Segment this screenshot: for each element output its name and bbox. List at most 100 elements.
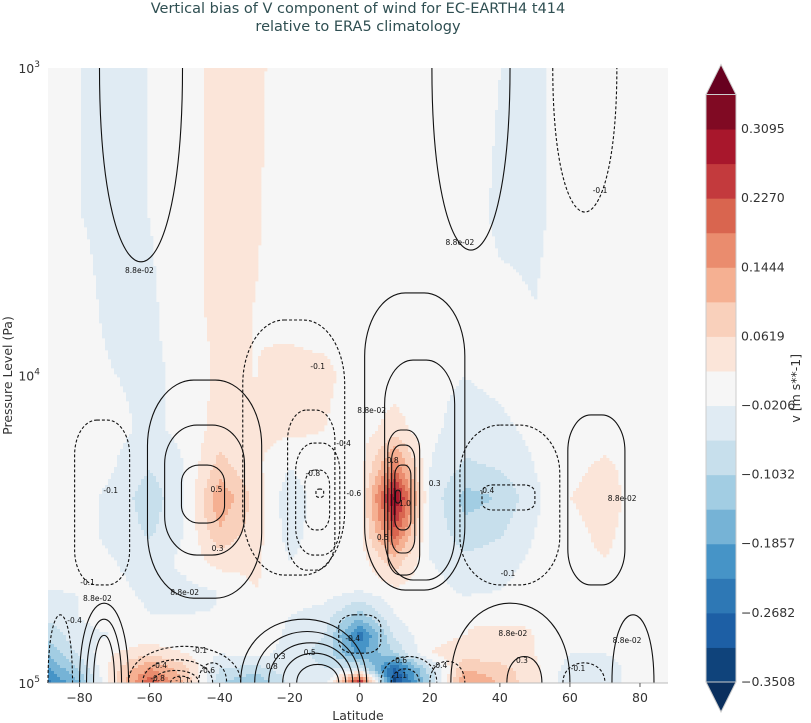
heatmap-cell	[438, 437, 523, 441]
heatmap-cell	[378, 515, 385, 519]
heatmap-cell	[492, 224, 547, 228]
heatmap-cell	[204, 497, 214, 501]
heatmap-cell	[558, 680, 622, 684]
heatmap-cell	[492, 497, 520, 501]
heatmap-cell	[387, 467, 403, 471]
heatmap-cell	[204, 500, 214, 504]
heatmap-cell	[447, 521, 511, 525]
heatmap-cell	[105, 347, 163, 351]
heatmap-cell	[411, 551, 421, 555]
heatmap-cell	[93, 272, 157, 276]
heatmap-cell	[378, 650, 394, 654]
heatmap-cell	[453, 536, 502, 540]
heatmap-cell	[363, 677, 367, 681]
heatmap-cell	[378, 533, 385, 537]
heatmap-cell	[447, 641, 535, 645]
heatmap-cell	[243, 527, 265, 531]
heatmap-cell	[207, 413, 328, 417]
heatmap-cell	[198, 539, 214, 543]
heatmap-cell	[327, 623, 340, 627]
heatmap-cell	[387, 440, 403, 444]
heatmap-cell	[447, 404, 502, 408]
heatmap-cell	[282, 674, 334, 678]
heatmap-cell	[450, 665, 460, 669]
heatmap-cell	[372, 470, 379, 474]
heatmap-cell	[261, 665, 325, 669]
heatmap-cell	[258, 374, 337, 378]
heatmap-cell	[432, 464, 460, 468]
heatmap-cell	[84, 221, 151, 225]
heatmap-cell	[279, 515, 307, 519]
heatmap-cell	[396, 446, 409, 450]
heatmap-cell	[207, 335, 253, 339]
heatmap-cell	[399, 515, 406, 519]
heatmap-cell	[81, 212, 148, 216]
heatmap-cell	[504, 473, 538, 477]
contour-line	[296, 663, 340, 684]
heatmap-cell	[429, 674, 436, 678]
heatmap-cell	[579, 485, 622, 489]
heatmap-cell	[228, 488, 247, 492]
heatmap-cell	[204, 95, 265, 99]
heatmap-cell	[162, 494, 184, 498]
colorbar-tick-label: 0.2270	[741, 190, 785, 205]
heatmap-cell	[126, 440, 175, 444]
heatmap-cell	[414, 506, 421, 510]
heatmap-cell	[498, 104, 547, 108]
heatmap-cell	[375, 665, 382, 669]
heatmap-cell	[396, 521, 403, 525]
heatmap-cell	[210, 668, 220, 672]
heatmap-cell	[162, 506, 184, 510]
heatmap-cell	[279, 494, 307, 498]
heatmap-cell	[93, 677, 103, 681]
heatmap-cell	[447, 482, 514, 486]
heatmap-cell	[138, 485, 160, 489]
heatmap-cell	[210, 383, 334, 387]
heatmap-cell	[405, 458, 415, 462]
heatmap-cell	[486, 674, 517, 678]
heatmap-cell	[81, 671, 91, 675]
contour-line	[387, 429, 421, 576]
heatmap-cell	[129, 407, 166, 411]
heatmap-cell	[387, 410, 400, 414]
heatmap-cell	[339, 674, 349, 678]
heatmap-cell	[195, 515, 205, 519]
heatmap-cell	[429, 554, 526, 558]
heatmap-cell	[207, 524, 220, 528]
heatmap-cell	[453, 680, 460, 684]
heatmap-cell	[372, 626, 382, 630]
heatmap-cell	[402, 563, 418, 567]
heatmap-cell	[519, 680, 541, 684]
heatmap-cell	[444, 656, 538, 660]
heatmap-cell	[591, 539, 613, 543]
heatmap-cell	[447, 524, 508, 528]
heatmap-cell	[390, 530, 400, 534]
heatmap-cell	[111, 359, 163, 363]
heatmap-cell	[435, 566, 520, 570]
heatmap-cell	[204, 173, 262, 177]
heatmap-cell	[210, 530, 244, 534]
heatmap-cell	[204, 137, 265, 141]
heatmap-cell	[48, 614, 79, 618]
heatmap-cell	[285, 542, 301, 546]
contour-label: 8.8e-02	[613, 636, 642, 645]
heatmap-cell	[210, 356, 253, 360]
heatmap-cell	[225, 545, 262, 549]
heatmap-cell	[195, 482, 208, 486]
heatmap-cell	[390, 542, 400, 546]
heatmap-cell	[417, 533, 424, 537]
heatmap-cell	[594, 545, 613, 549]
heatmap-cell	[381, 653, 400, 657]
heatmap-cell	[516, 269, 541, 273]
heatmap-cell	[207, 329, 253, 333]
heatmap-cell	[207, 680, 214, 684]
heatmap-cell	[408, 449, 421, 453]
heatmap-cell	[378, 638, 388, 642]
heatmap-cell	[120, 380, 166, 384]
heatmap-cell	[81, 92, 148, 96]
heatmap-cell	[420, 668, 427, 672]
heatmap-cell	[213, 680, 226, 684]
heatmap-cell	[210, 377, 337, 381]
heatmap-cell	[204, 224, 262, 228]
heatmap-cell	[423, 659, 433, 663]
